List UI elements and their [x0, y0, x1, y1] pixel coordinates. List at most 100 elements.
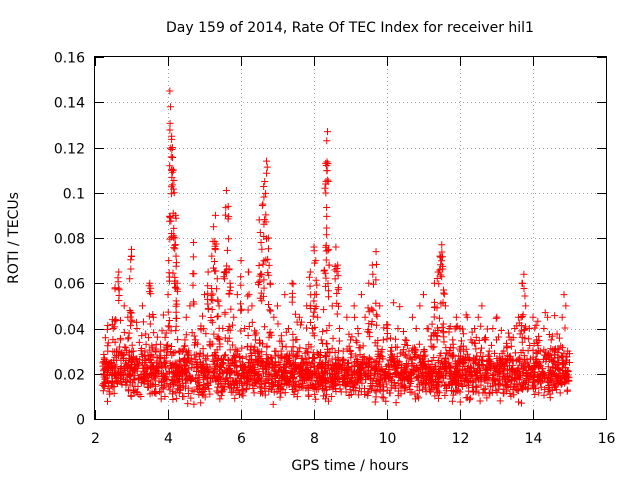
data-point-cluster [128, 309, 136, 317]
data-point-band [247, 356, 255, 364]
data-point-band [281, 367, 289, 375]
data-point [533, 336, 541, 344]
data-point-cluster [214, 312, 222, 320]
data-point-cluster [244, 331, 252, 339]
data-point-cluster [171, 245, 179, 253]
data-point-cluster [169, 185, 177, 193]
data-point-cluster [324, 160, 332, 168]
data-point-band [395, 358, 403, 366]
data-point-band [442, 349, 450, 357]
data-point-cluster [146, 320, 154, 328]
data-point-cluster [111, 316, 119, 324]
data-point-cluster [212, 267, 220, 275]
data-point-band [495, 368, 503, 376]
data-point-band [541, 309, 549, 317]
data-point-band [195, 379, 203, 387]
data-point [264, 234, 272, 242]
data-point-cluster [244, 306, 252, 314]
data-point-band [181, 342, 189, 350]
data-point-band [347, 377, 355, 385]
data-point-band [347, 354, 355, 362]
data-point [376, 302, 384, 310]
data-point-cluster [433, 332, 441, 340]
data-point-band [556, 389, 564, 397]
data-point-band [356, 351, 364, 359]
data-point [213, 275, 221, 283]
data-point-band [253, 376, 261, 384]
data-point-band [503, 339, 511, 347]
data-point [551, 347, 559, 355]
data-point-band [492, 381, 500, 389]
data-point [142, 340, 150, 348]
data-point-band [117, 371, 125, 379]
data-point-band [400, 351, 408, 359]
data-point-band [133, 388, 141, 396]
data-point-band [204, 375, 212, 383]
data-point [277, 347, 285, 355]
data-point-cluster [112, 316, 120, 324]
data-point-cluster [260, 284, 268, 292]
data-point-band [101, 334, 109, 342]
data-point-band [551, 312, 559, 320]
data-point-band [503, 343, 511, 351]
data-point-cluster [169, 154, 177, 162]
data-point-band [475, 376, 483, 384]
data-point-band [322, 352, 330, 360]
data-point-cluster [434, 324, 442, 332]
data-point-cluster [211, 258, 219, 266]
data-point-band [415, 394, 423, 402]
data-point-band [131, 375, 139, 383]
data-point-cluster [172, 308, 180, 316]
data-point-band [334, 377, 342, 385]
data-point-band [490, 349, 498, 357]
data-point-band [402, 337, 410, 345]
data-point-cluster [225, 213, 233, 221]
data-point-cluster [373, 312, 381, 320]
data-point-band [251, 343, 259, 351]
data-point-band [152, 390, 160, 398]
data-point-band [420, 374, 428, 382]
data-point-band [141, 356, 149, 364]
data-point [449, 336, 457, 344]
data-point-band [274, 320, 282, 328]
data-point-band [372, 377, 380, 385]
data-point-band [491, 363, 499, 371]
data-point-cluster [324, 176, 332, 184]
data-point-cluster [223, 246, 231, 254]
data-point-cluster [169, 269, 177, 277]
data-point-band [330, 380, 338, 388]
data-point-band [280, 379, 288, 387]
data-point-cluster [126, 308, 134, 316]
data-point [343, 313, 351, 321]
data-point-band [252, 378, 260, 386]
data-point [463, 313, 471, 321]
data-point-band [221, 377, 229, 385]
data-point-band [199, 312, 207, 320]
data-point-band [351, 367, 359, 375]
data-point-band [187, 394, 195, 402]
data-point [98, 381, 106, 389]
x-tick-label: 14 [525, 431, 543, 447]
data-point-cluster [222, 268, 230, 276]
data-point-band [361, 391, 369, 399]
data-point-cluster [254, 279, 262, 287]
data-point-cluster [207, 296, 215, 304]
data-point-cluster [260, 182, 268, 190]
data-point [430, 279, 438, 287]
x-tick-label: 16 [598, 431, 616, 447]
data-point-band [421, 379, 429, 387]
data-point-band [286, 356, 294, 364]
data-point-band [240, 362, 248, 370]
data-point-band [135, 338, 143, 346]
data-point [357, 291, 365, 299]
data-point-band [167, 342, 175, 350]
data-point-cluster [312, 290, 320, 298]
data-point-band [289, 360, 297, 368]
data-point [215, 302, 223, 310]
data-point-band [483, 325, 491, 333]
data-point-band [551, 383, 559, 391]
data-point-band [295, 368, 303, 376]
data-point-band [112, 371, 120, 379]
data-point-band [489, 375, 497, 383]
data-point [117, 336, 125, 344]
